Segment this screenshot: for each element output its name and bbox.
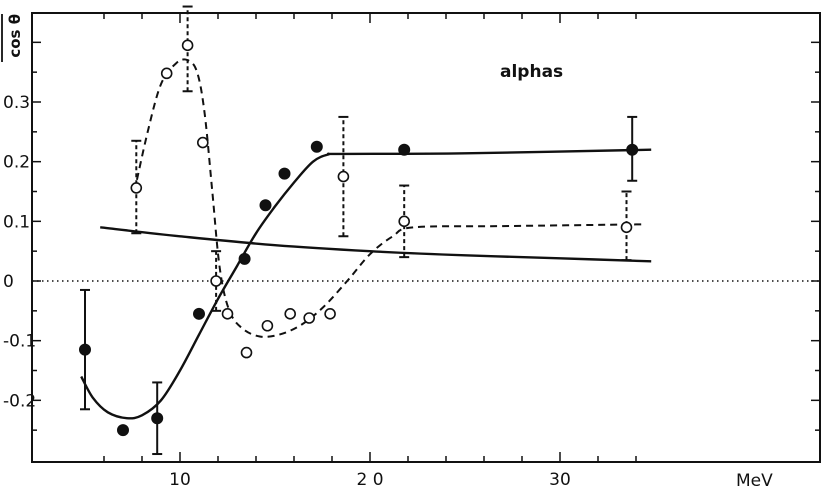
open-point: [324, 308, 336, 320]
open-point: [303, 312, 316, 324]
axis-ticks: [32, 13, 820, 462]
series-0-curve: [80, 148, 652, 420]
filled-point: [398, 143, 411, 156]
open-point: [398, 215, 411, 228]
plot-frame: [31, 12, 821, 463]
open-point: [197, 136, 209, 149]
data-points: [79, 39, 639, 437]
filled-point: [310, 140, 323, 153]
filled-point: [151, 412, 164, 425]
y-tick-label: 0.3: [3, 93, 30, 113]
y-tick-label: -0.1: [3, 332, 36, 352]
open-point: [620, 221, 633, 234]
open-point: [181, 39, 194, 52]
open-point: [160, 67, 173, 80]
open-point: [221, 308, 234, 320]
x-tick-labels: 10 2 0 30: [169, 470, 571, 489]
x-tick-label: 30: [549, 470, 571, 489]
y-tick-label: 0.1: [3, 212, 30, 232]
open-point: [130, 182, 143, 194]
open-point: [261, 319, 274, 332]
series-1-curve: [133, 58, 646, 338]
open-point: [284, 308, 297, 320]
series-2-curve: [100, 226, 652, 263]
y-tick-label: 0: [3, 272, 14, 292]
open-point: [240, 346, 253, 359]
filled-point: [278, 167, 291, 180]
y-tick-label: 0.2: [3, 153, 30, 173]
y-tick-label: -0.2: [3, 391, 36, 411]
filled-point: [79, 343, 91, 356]
x-axis-label: MeV: [736, 471, 773, 489]
y-axis-label: cos θ: [6, 14, 24, 58]
filled-point: [193, 307, 205, 320]
open-point: [337, 170, 350, 183]
open-point: [210, 275, 222, 287]
annotation-alphas: alphas: [500, 62, 563, 82]
filled-point: [238, 252, 251, 265]
x-tick-label: 2 0: [356, 470, 383, 489]
fit-curves: [80, 58, 652, 420]
filled-point: [626, 143, 639, 156]
filled-point: [117, 424, 129, 437]
x-tick-label: 10: [169, 470, 191, 489]
filled-point: [259, 199, 272, 212]
y-tick-labels: 0.3 0.2 0.1 0 -0.1 -0.2: [3, 93, 36, 411]
